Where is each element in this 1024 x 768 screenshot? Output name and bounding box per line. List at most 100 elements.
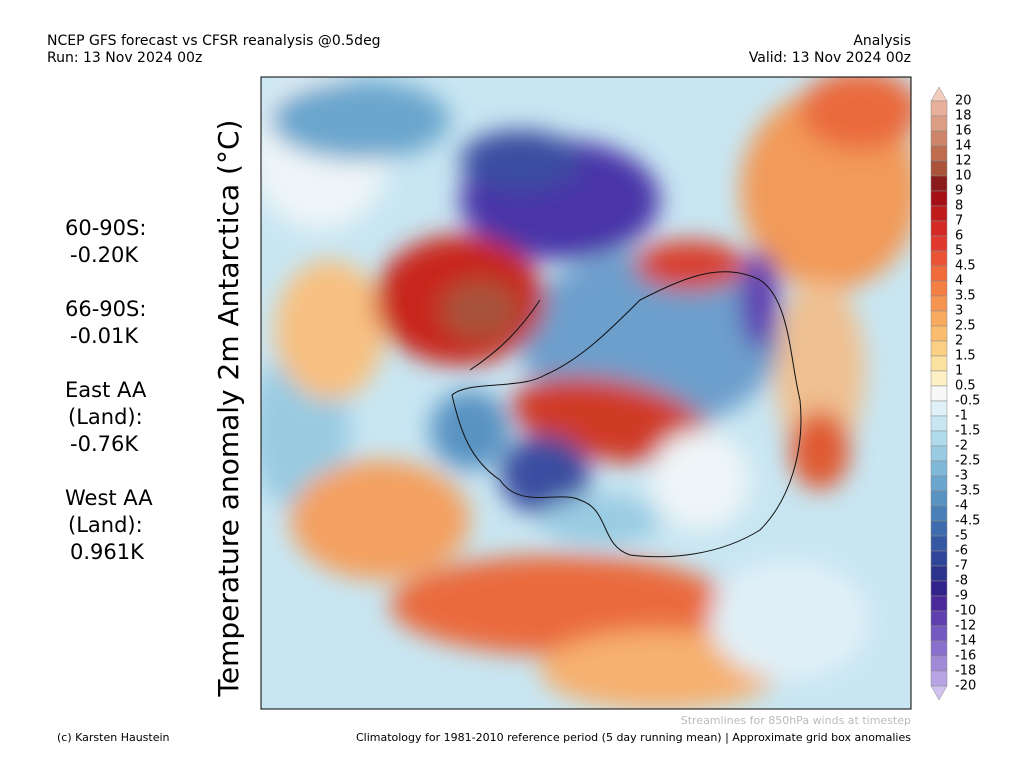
colorbar-label: -3.5 [955,484,980,499]
colorbar-label: 10 [955,169,972,184]
stat-region: East AA [65,378,147,402]
colorbar-box [930,175,948,192]
colorbar-box [930,535,948,552]
stat-region: (Land): [68,513,143,537]
colorbar-box [930,565,948,582]
colorbar-box [930,205,948,222]
regional-stats: 60-90S: -0.20K 66-90S: -0.01K East AA (Land):… [65,216,153,564]
colorbar-label: -20 [955,679,976,694]
colorbar-box [930,115,948,132]
colorbar-box [930,220,948,237]
colorbar-box [930,370,948,387]
colorbar-box [930,445,948,462]
colorbar-box [930,610,948,627]
colorbar-label: 4.5 [955,259,976,274]
side-label: Temperature anomaly 2m Antarctica (°C) [212,120,245,698]
map-frame [260,76,912,710]
colorbar-box [930,100,948,117]
colorbar-label: -6 [955,544,968,559]
colorbar-label: 0.5 [955,379,976,394]
colorbar-box [930,235,948,252]
colorbar-box [930,490,948,507]
colorbar-label: -5 [955,529,968,544]
colorbar-label: 1.5 [955,349,976,364]
colorbar-label: -14 [955,634,976,649]
colorbar-box [930,505,948,522]
colorbar-label: 14 [955,139,972,154]
colorbar-label: -0.5 [955,394,980,409]
colorbar-box [930,355,948,372]
colorbar-label: -2.5 [955,454,980,469]
colorbar-box [930,310,948,327]
colorbar-label: 3 [955,304,963,319]
colorbar-box [930,655,948,672]
colorbar-box [930,385,948,402]
colorbar: 201816141210987654.543.532.521.510.5-0.5… [930,86,980,701]
streamline-note: Streamlines for 850hPa winds at timestep [681,714,911,727]
peninsula-coast [469,299,541,371]
colorbar-label: 6 [955,229,963,244]
credit: (c) Karsten Haustein [57,731,170,744]
anomaly-field [261,77,911,709]
stat-region: West AA [65,486,153,510]
colorbar-box [930,475,948,492]
colorbar-box [930,280,948,297]
colorbar-label: 8 [955,199,963,214]
colorbar-box [930,595,948,612]
colorbar-arrow [930,86,948,102]
stat-region: (Land): [68,405,143,429]
colorbar-box [930,325,948,342]
kind: Analysis [853,33,911,49]
climatology-note: Climatology for 1981-2010 reference peri… [356,731,911,744]
colorbar-box [930,190,948,207]
colorbar-label: -7 [955,559,968,574]
valid-time: Valid: 13 Nov 2024 00z [749,50,911,66]
colorbar-box [930,160,948,177]
colorbar-label: -3 [955,469,968,484]
stat-value: -0.01K [70,324,139,348]
stat-region: 66-90S: [65,297,146,321]
colorbar-label: -12 [955,619,976,634]
colorbar-label: -4.5 [955,514,980,529]
colorbar-box [930,265,948,282]
colorbar-label: 9 [955,184,963,199]
colorbar-label: 16 [955,124,972,139]
stat-value: -0.76K [70,432,139,456]
title: NCEP GFS forecast vs CFSR reanalysis @0.… [47,33,381,49]
colorbar-label: -1.5 [955,424,980,439]
colorbar-box [930,295,948,312]
run-time: Run: 13 Nov 2024 00z [47,50,202,66]
colorbar-label: -18 [955,664,976,679]
colorbar-box [930,460,948,477]
colorbar-box [930,250,948,267]
stat-value: -0.20K [70,243,139,267]
colorbar-box [930,340,948,357]
colorbar-label: 20 [955,94,972,109]
colorbar-box [930,640,948,657]
colorbar-label: -8 [955,574,968,589]
colorbar-box [930,130,948,147]
colorbar-label: -10 [955,604,976,619]
colorbar-label: -9 [955,589,968,604]
colorbar-box [930,670,948,687]
colorbar-label: 2 [955,334,963,349]
coastline [451,271,802,558]
colorbar-box [930,550,948,567]
colorbar-box [930,400,948,417]
colorbar-label: -4 [955,499,968,514]
map [261,77,911,709]
colorbar-arrow [930,685,948,701]
colorbar-label: 5 [955,244,963,259]
colorbar-box [930,580,948,597]
stat-region: 60-90S: [65,216,146,240]
colorbar-box [930,145,948,162]
colorbar-label: 2.5 [955,319,976,334]
colorbar-box [930,520,948,537]
colorbar-label: 7 [955,214,963,229]
colorbar-box [930,415,948,432]
colorbar-box [930,430,948,447]
colorbar-label: 1 [955,364,963,379]
colorbar-label: 12 [955,154,972,169]
colorbar-label: -16 [955,649,976,664]
